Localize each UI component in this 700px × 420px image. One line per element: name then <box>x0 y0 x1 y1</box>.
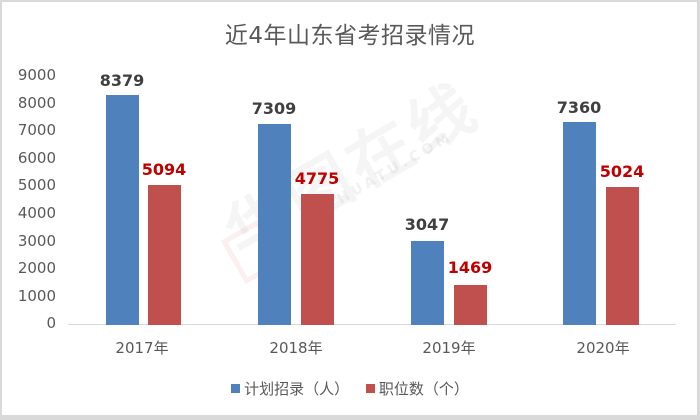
value-label-positions-2019: 1469 <box>447 258 493 277</box>
x-label-2017: 2017年 <box>115 339 169 357</box>
x-label-2020: 2020年 <box>576 339 630 357</box>
legend-item-positions: 职位数（个） <box>365 378 469 399</box>
value-label-positions-2020: 5024 <box>599 162 645 181</box>
value-label-plan-2019: 3047 <box>404 215 450 234</box>
legend: 计划招录（人） 职位数（个） <box>0 378 700 399</box>
bar-positions-2018 <box>301 194 334 325</box>
x-label-2018: 2018年 <box>269 339 323 357</box>
y-tick: 0 <box>46 314 56 332</box>
watermark: 华图在线 <box>213 69 493 274</box>
bar-plan-2020 <box>563 122 596 325</box>
y-tick: 4000 <box>17 204 56 222</box>
bar-plan-2017 <box>106 95 139 325</box>
bar-positions-2017 <box>148 185 181 325</box>
legend-swatch-plan-icon <box>231 384 241 393</box>
watermark-sub: HUATU.COM <box>334 128 456 208</box>
value-label-plan-2017: 8379 <box>99 71 145 90</box>
chart-title: 近4年山东省考招录情况 <box>224 23 476 49</box>
bar-positions-2020 <box>606 187 639 325</box>
y-tick: 1000 <box>17 287 56 305</box>
y-tick: 5000 <box>17 176 56 194</box>
legend-label-plan: 计划招录（人） <box>244 380 350 398</box>
value-label-positions-2018: 4775 <box>294 169 340 188</box>
y-tick: 6000 <box>17 149 56 167</box>
legend-item-plan: 计划招录（人） <box>231 378 349 399</box>
legend-swatch-positions-icon <box>365 384 375 393</box>
legend-label-positions: 职位数（个） <box>378 380 469 398</box>
value-label-plan-2020: 7360 <box>556 98 602 117</box>
value-label-plan-2018: 7309 <box>251 99 297 118</box>
bar-plan-2018 <box>258 124 291 325</box>
y-tick: 3000 <box>17 232 56 250</box>
y-tick: 9000 <box>17 66 56 84</box>
y-tick: 8000 <box>17 94 56 112</box>
x-label-2019: 2019年 <box>422 339 476 357</box>
value-label-positions-2017: 5094 <box>141 160 187 179</box>
y-tick: 2000 <box>17 259 56 277</box>
bar-plan-2019 <box>411 241 444 325</box>
y-tick: 7000 <box>17 121 56 139</box>
x-axis-line <box>68 324 676 325</box>
bar-positions-2019 <box>454 285 487 325</box>
